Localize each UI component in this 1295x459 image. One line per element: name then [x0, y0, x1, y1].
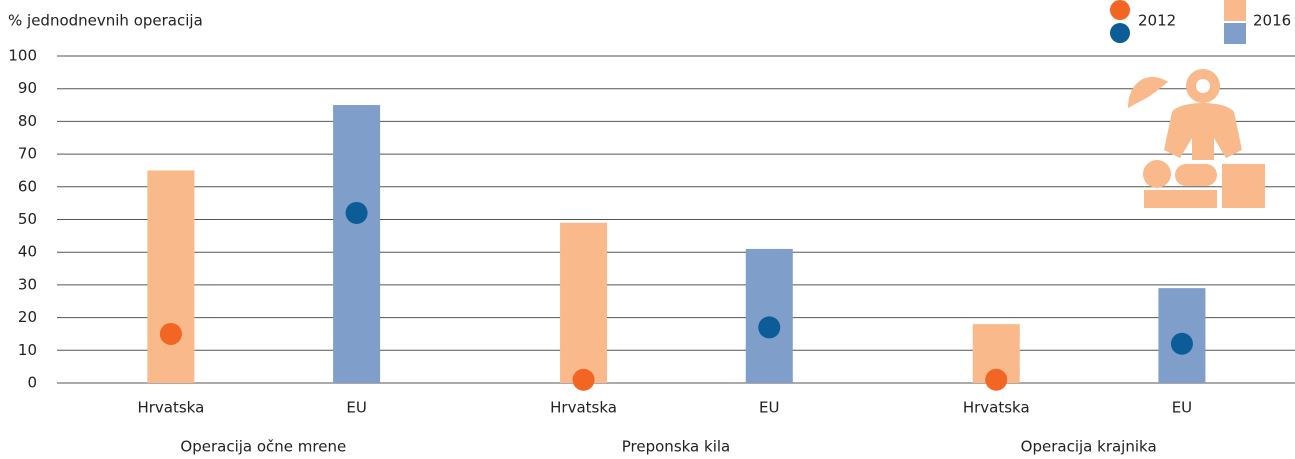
- bar: [333, 105, 381, 384]
- bar: [560, 222, 608, 383]
- legend-swatch: [1224, 0, 1246, 21]
- legend-label: 2016: [1253, 12, 1291, 30]
- y-tick-label: 0: [27, 374, 37, 392]
- legend-swatch: [1110, 23, 1130, 43]
- x-tick-label: EU: [759, 399, 779, 417]
- group-label: Preponska kila: [622, 438, 730, 456]
- x-tick-label: Hrvatska: [550, 399, 617, 417]
- y-tick-label: 90: [18, 79, 37, 97]
- y-tick-label: 20: [18, 308, 37, 326]
- legend-swatch: [1110, 0, 1130, 20]
- dot: [985, 368, 1008, 391]
- y-tick-label: 60: [18, 177, 37, 195]
- y-tick-label: 100: [8, 47, 37, 65]
- dot: [758, 316, 781, 339]
- legend-label: 2012: [1138, 12, 1176, 30]
- y-axis-label: % jednodnevnih operacija: [8, 12, 203, 30]
- y-tick-label: 10: [18, 341, 37, 359]
- y-tick-label: 40: [18, 243, 37, 261]
- group-label: Operacija krajnika: [1021, 438, 1157, 456]
- bar: [147, 170, 195, 383]
- y-tick-label: 30: [18, 275, 37, 293]
- icon: [1128, 69, 1265, 208]
- x-tick-label: EU: [1172, 399, 1192, 417]
- group-label: Operacija očne mrene: [180, 438, 346, 456]
- dot: [345, 201, 368, 224]
- dot: [1170, 332, 1193, 355]
- dot: [572, 368, 595, 391]
- x-tick-label: Hrvatska: [137, 399, 204, 417]
- legend-swatch: [1224, 23, 1246, 44]
- bar: [745, 248, 793, 383]
- x-tick-label: EU: [346, 399, 366, 417]
- x-tick-label: Hrvatska: [963, 399, 1030, 417]
- y-tick-label: 80: [18, 112, 37, 130]
- y-tick-label: 50: [18, 210, 37, 228]
- y-tick-label: 70: [18, 145, 37, 163]
- dot: [159, 322, 182, 345]
